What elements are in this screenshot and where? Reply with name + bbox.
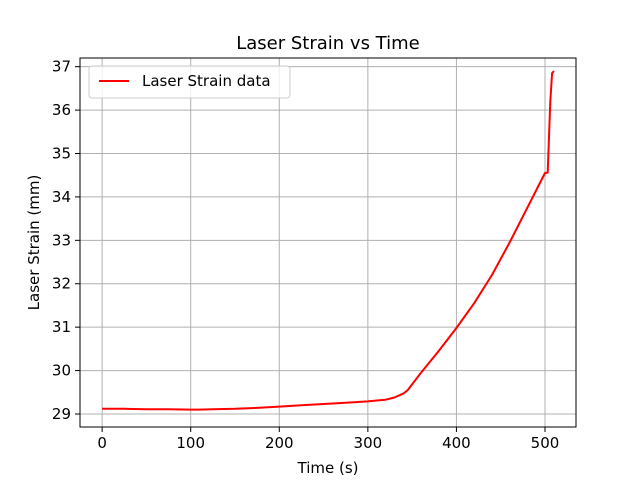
x-tick-label: 200 (265, 434, 294, 452)
y-tick-label: 37 (52, 58, 71, 76)
y-tick-label: 32 (52, 275, 71, 293)
y-tick-label: 29 (52, 405, 71, 423)
chart-title: Laser Strain vs Time (236, 33, 419, 54)
ticks: 0 100 200 300 400 500 29 30 31 32 33 34 35 36 37 (52, 58, 559, 452)
plot-frame (79, 57, 577, 428)
y-tick-label: 36 (52, 101, 71, 119)
x-tick-label: 300 (354, 434, 383, 452)
y-tick-label: 34 (52, 188, 71, 206)
legend: Laser Strain data (88, 65, 291, 99)
x-axis-title: Time (s) (297, 459, 359, 477)
y-axis-title: Laser Strain (mm) (25, 175, 43, 311)
series-line (102, 70, 555, 411)
legend-box (88, 65, 291, 99)
y-tick-label: 33 (52, 231, 71, 249)
x-tick-label: 400 (442, 434, 471, 452)
y-tick-label: 35 (52, 145, 71, 163)
x-tick-label: 100 (176, 434, 205, 452)
y-tick-label: 30 (52, 362, 71, 380)
series-layer (102, 70, 555, 411)
y-tick-label: 31 (52, 318, 71, 336)
grid (80, 58, 576, 427)
legend-label: Laser Strain data (142, 72, 271, 90)
x-tick-label: 500 (531, 434, 560, 452)
x-tick-label: 0 (97, 434, 107, 452)
